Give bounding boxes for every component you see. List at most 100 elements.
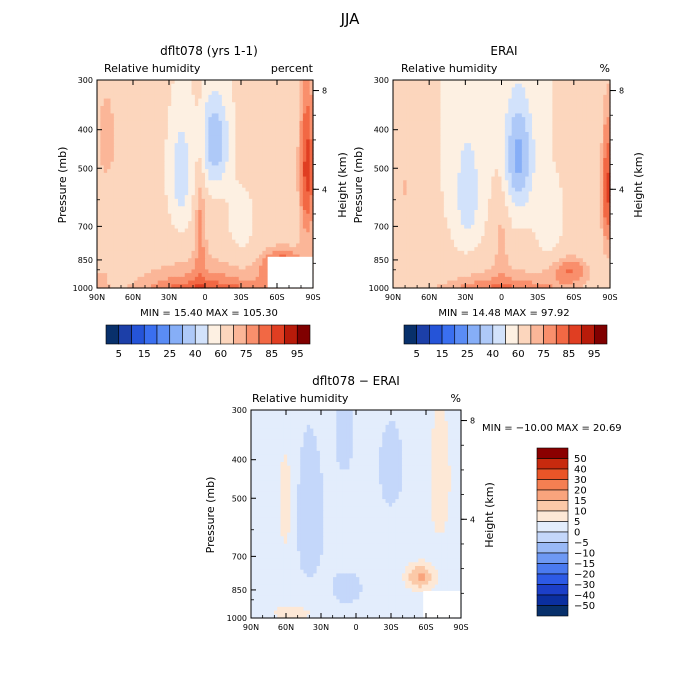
contour-cell bbox=[194, 87, 199, 92]
contour-cell bbox=[134, 102, 139, 107]
contour-cell bbox=[562, 102, 567, 107]
contour-cell bbox=[603, 120, 608, 126]
contour-cell bbox=[137, 213, 142, 219]
contour-cell bbox=[147, 83, 152, 89]
contour-cell bbox=[120, 280, 125, 285]
contour-cell bbox=[440, 124, 445, 129]
contour-cell bbox=[184, 269, 189, 274]
contour-cell bbox=[248, 243, 253, 248]
contour-cell bbox=[178, 243, 182, 248]
contour-cell bbox=[248, 221, 253, 226]
contour-cell bbox=[127, 224, 132, 230]
contour-cell bbox=[110, 247, 115, 252]
contour-cell bbox=[144, 176, 149, 181]
contour-cell bbox=[178, 172, 182, 178]
contour-cell bbox=[110, 91, 115, 96]
contour-cell bbox=[413, 80, 418, 85]
contour-cell bbox=[296, 180, 301, 185]
contour-cell bbox=[296, 120, 301, 126]
contour-cell bbox=[127, 87, 132, 92]
contour-cell bbox=[215, 165, 220, 170]
contour-cell bbox=[245, 191, 250, 196]
contour-cell bbox=[103, 284, 108, 289]
contour-cell bbox=[457, 102, 462, 107]
contour-cell bbox=[269, 146, 274, 152]
contour-cell bbox=[147, 91, 152, 96]
contour-cell bbox=[409, 98, 414, 103]
contour-cell bbox=[275, 195, 280, 200]
contour-cell bbox=[309, 247, 314, 252]
contour-cell bbox=[117, 187, 122, 193]
contour-cell bbox=[454, 98, 459, 103]
contour-cell bbox=[474, 139, 479, 144]
contour-cell bbox=[282, 206, 287, 211]
contour-cell bbox=[599, 109, 604, 115]
contour-cell bbox=[454, 143, 459, 148]
contour-cell bbox=[120, 273, 125, 278]
contour-cell bbox=[238, 106, 243, 111]
contour-cell bbox=[286, 169, 290, 174]
contour-cell bbox=[97, 280, 101, 285]
contour-cell bbox=[450, 143, 455, 148]
contour-cell bbox=[161, 195, 166, 200]
contour-cell bbox=[521, 91, 526, 96]
contour-cell bbox=[167, 98, 172, 103]
contour-cell bbox=[100, 102, 105, 107]
contour-cell bbox=[103, 210, 108, 215]
contour-cell bbox=[144, 280, 149, 285]
contour-cell bbox=[586, 139, 591, 144]
contour-cell bbox=[289, 113, 294, 118]
contour-cell bbox=[535, 128, 540, 133]
contour-cell bbox=[103, 280, 108, 285]
contour-cell bbox=[525, 102, 530, 107]
contour-cell bbox=[464, 80, 469, 85]
contour-cell bbox=[110, 94, 115, 100]
contour-cell bbox=[198, 109, 203, 115]
contour-cell bbox=[194, 284, 199, 289]
contour-cell bbox=[191, 80, 196, 85]
contour-cell bbox=[103, 132, 108, 137]
contour-cell bbox=[272, 94, 277, 100]
contour-cell bbox=[235, 276, 240, 282]
contour-cell bbox=[559, 80, 564, 85]
contour-cell bbox=[211, 169, 216, 174]
contour-cell bbox=[151, 120, 155, 126]
contour-cell bbox=[309, 236, 314, 241]
contour-cell bbox=[144, 98, 149, 103]
contour-cell bbox=[443, 109, 448, 115]
contour-cell bbox=[498, 80, 503, 85]
contour-cell bbox=[238, 221, 243, 226]
contour-cell bbox=[188, 243, 193, 248]
contour-cell bbox=[154, 172, 159, 178]
contour-cell bbox=[117, 213, 122, 219]
contour-cell bbox=[252, 132, 257, 137]
contour-cell bbox=[409, 113, 414, 118]
contour-cell bbox=[184, 224, 189, 230]
contour-cell bbox=[542, 139, 547, 144]
contour-cell bbox=[140, 236, 145, 241]
contour-cell bbox=[147, 202, 152, 207]
panel-title: ERAI bbox=[490, 44, 517, 58]
contour-cell bbox=[242, 165, 247, 170]
contour-cell bbox=[215, 120, 220, 126]
contour-cell bbox=[184, 217, 189, 222]
contour-cell bbox=[403, 106, 408, 111]
contour-cell bbox=[201, 273, 206, 278]
contour-cell bbox=[481, 135, 486, 141]
contour-cell bbox=[569, 113, 574, 118]
contour-cell bbox=[218, 269, 223, 274]
contour-cell bbox=[532, 120, 537, 126]
contour-cell bbox=[174, 191, 179, 196]
contour-cell bbox=[218, 132, 223, 137]
contour-cell bbox=[205, 150, 209, 155]
contour-cell bbox=[569, 98, 574, 103]
contour-cell bbox=[606, 135, 611, 141]
contour-cell bbox=[151, 250, 155, 256]
contour-cell bbox=[157, 187, 162, 193]
contour-cell bbox=[154, 265, 159, 271]
contour-cell bbox=[211, 221, 216, 226]
contour-cell bbox=[198, 276, 203, 282]
contour-cell bbox=[238, 250, 243, 256]
contour-cell bbox=[559, 124, 564, 129]
contour-cell bbox=[275, 191, 280, 196]
